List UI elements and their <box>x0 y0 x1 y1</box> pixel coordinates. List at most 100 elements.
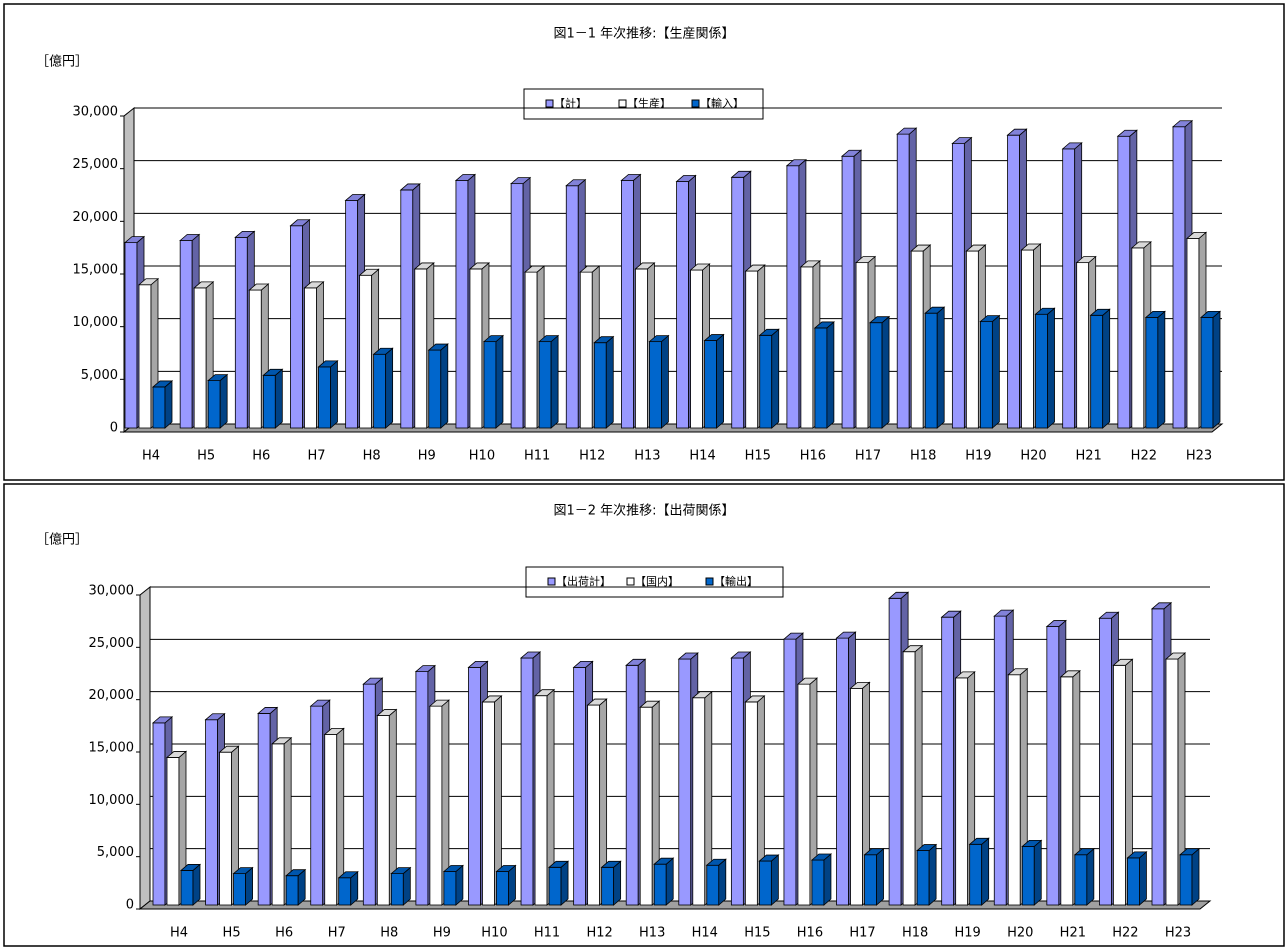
bar-top-shade <box>1145 311 1165 318</box>
x-tick-label: H20 <box>1020 449 1046 464</box>
bar-front <box>359 274 373 429</box>
legend-swatch <box>691 99 700 108</box>
bar-top-shade <box>759 855 779 862</box>
x-tick-label: H7 <box>328 926 346 941</box>
x-tick-label: H17 <box>849 926 875 941</box>
bar-top <box>1089 308 1111 316</box>
bar-top-shade <box>525 266 545 273</box>
bar-top <box>399 183 421 191</box>
bar-front <box>1113 664 1126 906</box>
y-axis-label: ［億円］ <box>36 532 88 548</box>
bar <box>1021 839 1043 906</box>
bar-top-shade <box>889 592 909 599</box>
bar-top <box>840 149 863 157</box>
bar-front <box>587 704 601 906</box>
x-tick-label: H9 <box>418 449 436 464</box>
bar-top <box>785 159 807 167</box>
bar-front <box>138 284 152 429</box>
bar-top <box>689 263 711 271</box>
bar-front <box>338 877 352 906</box>
bar <box>648 334 670 429</box>
bar-top-shade <box>587 699 607 706</box>
bar-top-shade <box>1022 840 1042 847</box>
x-tick-label: H21 <box>1060 926 1086 941</box>
bar-front <box>1200 316 1214 429</box>
bar-front <box>731 176 745 429</box>
bar-side-shade <box>1125 659 1133 905</box>
bar <box>547 860 570 906</box>
bar <box>285 868 307 906</box>
x-tick-label: H19 <box>965 449 991 464</box>
bar-top <box>337 871 359 879</box>
bar-top <box>1045 620 1067 627</box>
bar-top-shade <box>814 321 834 328</box>
bar-top-shade <box>836 632 856 639</box>
legend-swatch <box>705 577 714 586</box>
bar-top <box>705 858 727 866</box>
bar-top <box>413 262 435 270</box>
y-tick-label: 5,000 <box>81 368 118 383</box>
bar-top <box>910 244 932 252</box>
bar-front <box>428 349 442 429</box>
bar-top-shade <box>704 334 724 341</box>
bar-front <box>601 866 615 906</box>
bar <box>796 677 819 906</box>
bar-top-shade <box>415 665 435 672</box>
bar-top <box>390 867 412 874</box>
bar-side-shade <box>455 865 463 905</box>
bar-top-shade <box>969 838 989 845</box>
bar-top-shade <box>594 336 614 343</box>
bar-top-shade <box>233 867 253 874</box>
bar-top <box>572 661 594 668</box>
legend-label: 【輸出】 <box>714 574 758 588</box>
bar-top-shade <box>219 746 239 753</box>
bar-top-shade <box>1008 668 1028 675</box>
bar-front <box>179 240 193 429</box>
bar-top <box>902 645 924 653</box>
bar-top-shade <box>377 709 397 716</box>
legend-swatch <box>547 577 556 586</box>
bar-front <box>180 870 194 906</box>
bar-top-shade <box>626 659 646 666</box>
bar <box>968 837 990 906</box>
bar-side-shade <box>771 329 779 428</box>
bar-top-shade <box>678 653 698 660</box>
bar-top <box>1098 611 1120 619</box>
bar-top <box>951 137 973 145</box>
bar-side-shade <box>350 871 358 905</box>
bar-top-shade <box>363 678 383 685</box>
bar-side-shade <box>440 344 448 428</box>
floor <box>122 423 1224 433</box>
bar-side-shade <box>336 728 344 905</box>
bar-top <box>317 360 339 368</box>
bar-side-shade <box>561 861 569 905</box>
bar-top <box>248 283 270 291</box>
bar-side-shade <box>809 678 817 905</box>
y-tick-label: 10,000 <box>89 793 135 808</box>
bar-front <box>455 180 469 429</box>
bar <box>1164 652 1187 906</box>
y-tick-label: 30,000 <box>89 584 135 599</box>
bar-top <box>677 652 699 660</box>
bar-top-shade <box>1166 653 1185 660</box>
bar <box>495 864 517 906</box>
bar-top-shade <box>549 861 569 868</box>
x-tick-label: H4 <box>142 449 160 464</box>
bar-side-shade <box>666 858 674 905</box>
bar-front <box>304 287 317 429</box>
bar-top-shade <box>1007 129 1027 136</box>
bar-side-shade <box>547 689 555 905</box>
bar-top <box>204 713 226 721</box>
bar-side-shade <box>599 699 607 905</box>
chart-title: 図1－2 年次推移:【出荷関係】 <box>553 503 734 519</box>
bar-front <box>910 250 924 429</box>
bar-side-shade <box>915 645 923 905</box>
bar-front <box>443 871 457 906</box>
bar-side-shade <box>220 374 228 428</box>
bar-top-shade <box>783 633 803 640</box>
bar-side-shade <box>716 334 724 428</box>
x-tick-label: H23 <box>1165 926 1191 941</box>
bar-top-shade <box>1173 120 1192 127</box>
bar-side-shade <box>403 867 411 905</box>
bar-front <box>1172 126 1186 429</box>
